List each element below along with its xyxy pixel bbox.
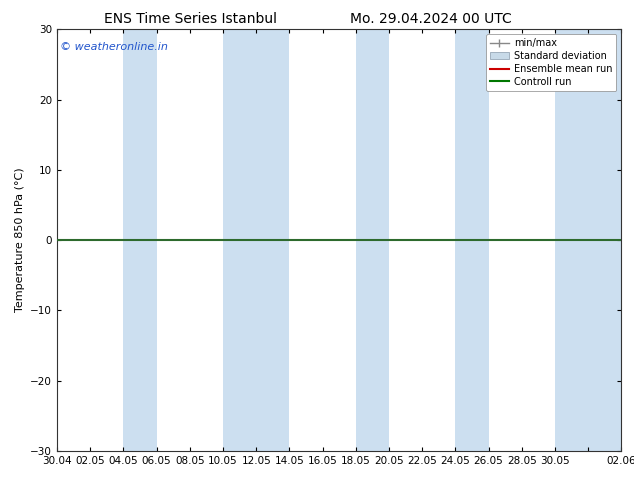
Legend: min/max, Standard deviation, Ensemble mean run, Controll run: min/max, Standard deviation, Ensemble me… (486, 34, 616, 91)
Bar (356, 29, 389, 451)
Bar (555, 29, 621, 451)
Text: Mo. 29.04.2024 00 UTC: Mo. 29.04.2024 00 UTC (350, 12, 512, 26)
Bar (223, 29, 289, 451)
Text: ENS Time Series Istanbul: ENS Time Series Istanbul (104, 12, 276, 26)
Bar (124, 29, 157, 451)
Text: © weatheronline.in: © weatheronline.in (60, 42, 168, 52)
Y-axis label: Temperature 850 hPa (°C): Temperature 850 hPa (°C) (15, 168, 25, 313)
Bar (455, 29, 489, 451)
